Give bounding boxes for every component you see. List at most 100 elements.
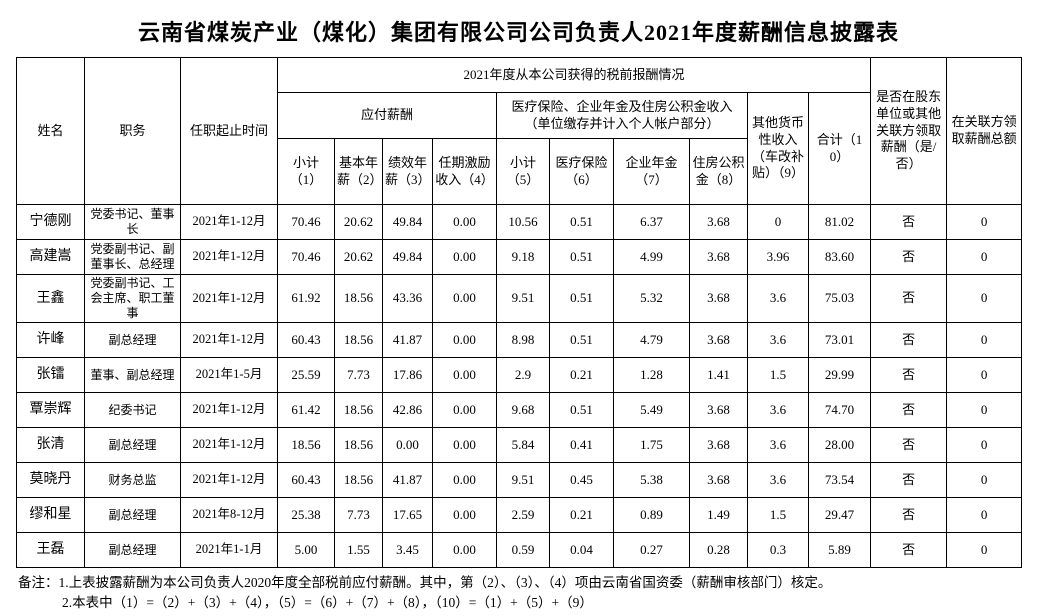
cell-annuity-7: 1.28 xyxy=(613,357,690,393)
cell-name: 王鑫 xyxy=(16,274,85,323)
cell-subtotal-1: 25.38 xyxy=(277,497,335,533)
cell-base-salary-2: 18.56 xyxy=(334,392,383,428)
cell-position: 党委副书记、副董事长、总经理 xyxy=(84,239,181,275)
note-line-2: 2.本表中（1）=（2）+（3）+（4），（5）=（6）+（7）+（8），（10… xyxy=(62,594,593,610)
cell-other-income-9: 3.6 xyxy=(747,462,809,498)
table-row: 宁德刚 党委书记、董事长 2021年1-12月 70.46 20.62 49.84 0.00… xyxy=(16,204,1023,240)
cell-related-party-flag: 否 xyxy=(870,239,948,275)
col-header-related-party-flag: 是否在股东单位或其他关联方领取薪酬（是/否） xyxy=(870,57,948,205)
cell-performance-salary-3: 0.00 xyxy=(382,427,433,463)
cell-related-party-amount: 0 xyxy=(946,274,1023,323)
cell-housing-fund-8: 0.28 xyxy=(689,532,748,568)
cell-medical-6: 0.21 xyxy=(549,357,614,393)
cell-term-incentive-4: 0.00 xyxy=(432,427,497,463)
cell-related-party-amount: 0 xyxy=(946,427,1023,463)
cell-position: 党委副书记、工会主席、职工董事 xyxy=(84,274,181,323)
cell-term-incentive-4: 0.00 xyxy=(432,497,497,533)
table-row: 张清 副总经理 2021年1-12月 18.56 18.56 0.00 0.00 5.84 0.… xyxy=(16,427,1023,463)
cell-medical-6: 0.51 xyxy=(549,274,614,323)
cell-other-income-9: 1.5 xyxy=(747,357,809,393)
cell-total-10: 73.01 xyxy=(807,322,872,358)
cell-performance-salary-3: 42.86 xyxy=(382,392,433,428)
cell-performance-salary-3: 3.45 xyxy=(382,532,433,568)
cell-subtotal-1: 5.00 xyxy=(277,532,335,568)
cell-subtotal-1: 60.43 xyxy=(277,462,335,498)
cell-base-salary-2: 7.73 xyxy=(334,357,383,393)
table-row: 莫晓丹 财务总监 2021年1-12月 60.43 18.56 41.87 0.00 9.51… xyxy=(16,462,1023,498)
cell-related-party-flag: 否 xyxy=(870,532,948,568)
col-header-medical-6: 医疗保险（6） xyxy=(549,138,614,205)
col-header-housing-fund-8: 住房公积金（8） xyxy=(689,138,748,205)
col-header-term: 任职起止时间 xyxy=(180,57,278,205)
cell-subtotal-1: 25.59 xyxy=(277,357,335,393)
cell-position: 党委书记、董事长 xyxy=(84,204,181,240)
cell-housing-fund-8: 3.68 xyxy=(689,392,748,428)
cell-subtotal-5: 0.59 xyxy=(496,532,550,568)
cell-subtotal-5: 2.59 xyxy=(496,497,550,533)
cell-term: 2021年1-12月 xyxy=(180,462,278,498)
cell-position: 纪委书记 xyxy=(84,392,181,428)
cell-term-incentive-4: 0.00 xyxy=(432,239,497,275)
cell-performance-salary-3: 17.86 xyxy=(382,357,433,393)
cell-related-party-flag: 否 xyxy=(870,392,948,428)
cell-base-salary-2: 1.55 xyxy=(334,532,383,568)
cell-performance-salary-3: 41.87 xyxy=(382,462,433,498)
cell-subtotal-1: 70.46 xyxy=(277,204,335,240)
cell-related-party-amount: 0 xyxy=(946,462,1023,498)
cell-annuity-7: 1.75 xyxy=(613,427,690,463)
cell-term-incentive-4: 0.00 xyxy=(432,462,497,498)
cell-related-party-amount: 0 xyxy=(946,532,1023,568)
cell-total-10: 81.02 xyxy=(807,204,872,240)
cell-name: 张镭 xyxy=(16,357,85,393)
cell-other-income-9: 3.6 xyxy=(747,322,809,358)
cell-term: 2021年1-12月 xyxy=(180,427,278,463)
col-header-position: 职务 xyxy=(84,57,181,205)
cell-term: 2021年1-5月 xyxy=(180,357,278,393)
cell-position: 副总经理 xyxy=(84,322,181,358)
page-title: 云南省煤炭产业（煤化）集团有限公司公司负责人2021年度薪酬信息披露表 xyxy=(137,20,899,45)
table-body: 宁德刚 党委书记、董事长 2021年1-12月 70.46 20.62 49.84 0.00… xyxy=(16,204,1023,568)
cell-annuity-7: 0.89 xyxy=(613,497,690,533)
cell-performance-salary-3: 49.84 xyxy=(382,239,433,275)
cell-term: 2021年1-12月 xyxy=(180,274,278,323)
cell-subtotal-5: 9.18 xyxy=(496,239,550,275)
cell-other-income-9: 3.6 xyxy=(747,392,809,428)
cell-total-10: 75.03 xyxy=(807,274,872,323)
cell-medical-6: 0.21 xyxy=(549,497,614,533)
cell-subtotal-1: 60.43 xyxy=(277,322,335,358)
cell-other-income-9: 1.5 xyxy=(747,497,809,533)
cell-performance-salary-3: 41.87 xyxy=(382,322,433,358)
cell-subtotal-5: 9.51 xyxy=(496,462,550,498)
cell-name: 覃崇辉 xyxy=(16,392,85,428)
cell-term: 2021年1-12月 xyxy=(180,204,278,240)
cell-subtotal-5: 9.51 xyxy=(496,274,550,323)
cell-related-party-flag: 否 xyxy=(870,497,948,533)
cell-base-salary-2: 18.56 xyxy=(334,322,383,358)
cell-related-party-flag: 否 xyxy=(870,204,948,240)
col-header-base-salary-2: 基本年薪（2） xyxy=(334,138,383,205)
cell-base-salary-2: 20.62 xyxy=(334,204,383,240)
cell-name: 张清 xyxy=(16,427,85,463)
cell-term: 2021年1-12月 xyxy=(180,322,278,358)
cell-subtotal-5: 9.68 xyxy=(496,392,550,428)
cell-subtotal-5: 8.98 xyxy=(496,322,550,358)
cell-related-party-flag: 否 xyxy=(870,427,948,463)
cell-annuity-7: 4.79 xyxy=(613,322,690,358)
col-header-annuity-7: 企业年金（7） xyxy=(613,138,690,205)
cell-total-10: 29.99 xyxy=(807,357,872,393)
cell-base-salary-2: 18.56 xyxy=(334,462,383,498)
cell-name: 缪和星 xyxy=(16,497,85,533)
cell-total-10: 74.70 xyxy=(807,392,872,428)
cell-annuity-7: 5.49 xyxy=(613,392,690,428)
cell-total-10: 5.89 xyxy=(807,532,872,568)
cell-position: 副总经理 xyxy=(84,497,181,533)
cell-subtotal-5: 5.84 xyxy=(496,427,550,463)
col-header-name: 姓名 xyxy=(16,57,85,205)
cell-annuity-7: 0.27 xyxy=(613,532,690,568)
cell-related-party-amount: 0 xyxy=(946,357,1023,393)
cell-total-10: 83.60 xyxy=(807,239,872,275)
cell-name: 高建嵩 xyxy=(16,239,85,275)
cell-subtotal-5: 10.56 xyxy=(496,204,550,240)
cell-housing-fund-8: 3.68 xyxy=(689,239,748,275)
cell-performance-salary-3: 43.36 xyxy=(382,274,433,323)
